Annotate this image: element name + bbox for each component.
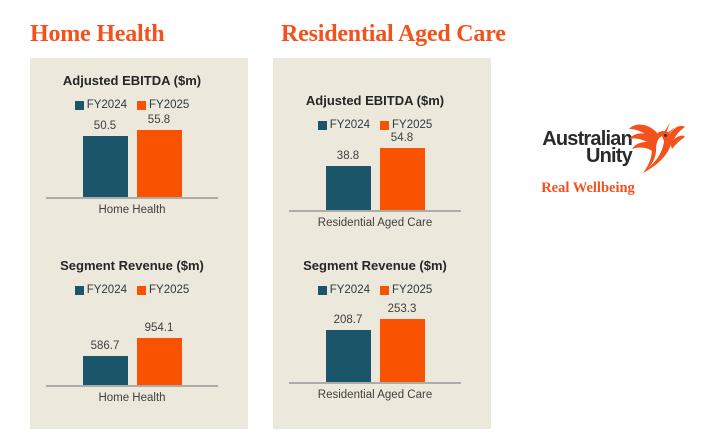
bar-group-fy2025: 54.8 <box>379 132 425 210</box>
chart-legend: FY2024 FY2025 <box>289 283 461 297</box>
logo-word-unity: Unity <box>585 144 633 167</box>
chart-legend: FY2024 FY2025 <box>46 283 218 297</box>
bar-fy2024 <box>325 166 371 210</box>
chart-legend: FY2024 FY2025 <box>289 118 461 132</box>
logo-tagline: Real Wellbeing <box>541 180 635 196</box>
bar-group-fy2025: 954.1 <box>136 322 182 385</box>
legend-item-fy2025: FY2025 <box>137 99 189 111</box>
chart-legend: FY2024 FY2025 <box>46 98 218 112</box>
legend-item-fy2025: FY2025 <box>137 284 189 296</box>
chart-residential-aged-care-revenue: Segment Revenue ($m) FY2024 FY2025 208.7… <box>289 258 461 401</box>
fy2025-swatch-icon <box>380 120 389 130</box>
chart-title: Adjusted EBITDA ($m) <box>305 93 445 108</box>
legend-label: FY2025 <box>392 284 433 296</box>
residential-aged-care-card: Adjusted EBITDA ($m) FY2024 FY2025 38.8 … <box>273 58 491 429</box>
legend-item-fy2024: FY2024 <box>317 119 370 131</box>
plot-area: 38.8 54.8 <box>289 132 461 210</box>
x-axis-category-label: Residential Aged Care <box>317 389 433 401</box>
chart-home-health-revenue: Segment Revenue ($m) FY2024 FY2025 586.7… <box>46 258 218 404</box>
x-axis-category-label: Home Health <box>98 204 166 216</box>
bar-value-label: 54.8 <box>390 132 414 144</box>
chart-home-health-ebitda: Adjusted EBITDA ($m) FY2024 FY2025 50.5 … <box>46 73 218 216</box>
bar-fy2024 <box>82 136 128 197</box>
bar-value-label: 55.8 <box>147 114 171 126</box>
legend-item-fy2024: FY2024 <box>74 284 127 296</box>
bar-fy2025 <box>379 148 425 210</box>
plot-area: 50.5 55.8 <box>46 112 218 197</box>
logo-text: Australian Unity <box>528 122 633 167</box>
bar-value-label: 38.8 <box>336 150 360 162</box>
x-axis-line <box>46 197 218 199</box>
bar-value-label: 253.3 <box>387 303 417 315</box>
fy2025-swatch-icon <box>137 100 146 110</box>
fy2024-swatch-icon <box>74 100 84 110</box>
logo-wordmark: Australian Unity <box>528 122 690 173</box>
legend-label: FY2025 <box>149 99 190 111</box>
plot-area: 586.7 954.1 <box>46 297 218 385</box>
bar-value-label: 208.7 <box>333 314 363 326</box>
bar-group-fy2024: 50.5 <box>82 120 128 197</box>
fy2025-swatch-icon <box>380 285 389 295</box>
bar-fy2024 <box>82 356 128 385</box>
bar-group-fy2024: 38.8 <box>325 150 371 210</box>
x-axis-category-label: Residential Aged Care <box>317 217 433 229</box>
bar-group-fy2025: 55.8 <box>136 114 182 197</box>
legend-item-fy2024: FY2024 <box>317 284 370 296</box>
fy2024-swatch-icon <box>317 120 327 130</box>
x-axis-line <box>289 382 461 384</box>
logo-word-australian: Australian <box>542 128 633 150</box>
bar-group-fy2025: 253.3 <box>379 303 425 382</box>
bar-group-fy2024: 208.7 <box>325 314 371 382</box>
legend-label: FY2024 <box>329 284 370 296</box>
section-title-home-health: Home Health <box>30 21 165 47</box>
bar-value-label: 954.1 <box>144 322 174 334</box>
chart-title: Segment Revenue ($m) <box>303 258 447 273</box>
fy2024-swatch-icon <box>317 285 327 295</box>
legend-label: FY2024 <box>86 284 127 296</box>
legend-item-fy2025: FY2025 <box>380 284 432 296</box>
legend-label: FY2024 <box>329 119 370 131</box>
section-title-residential-aged-care: Residential Aged Care <box>281 21 506 47</box>
australian-unity-logo: Australian Unity R <box>528 122 690 197</box>
x-axis-category-label: Home Health <box>98 392 166 404</box>
legend-label: FY2024 <box>86 99 127 111</box>
bar-value-label: 50.5 <box>93 120 117 132</box>
fy2025-swatch-icon <box>137 285 146 295</box>
chart-residential-aged-care-ebitda: Adjusted EBITDA ($m) FY2024 FY2025 38.8 … <box>289 93 461 229</box>
bar-fy2025 <box>136 130 182 197</box>
bar-value-label: 586.7 <box>90 340 120 352</box>
x-axis-line <box>289 210 461 212</box>
hummingbird-icon <box>629 123 685 173</box>
chart-title: Adjusted EBITDA ($m) <box>62 73 202 88</box>
legend-item-fy2024: FY2024 <box>74 99 127 111</box>
legend-label: FY2025 <box>149 284 190 296</box>
bar-fy2024 <box>325 330 371 382</box>
chart-title: Segment Revenue ($m) <box>60 258 204 273</box>
plot-area: 208.7 253.3 <box>289 297 461 382</box>
bar-fy2025 <box>136 338 182 385</box>
bar-group-fy2024: 586.7 <box>82 340 128 385</box>
x-axis-line <box>46 385 218 387</box>
legend-item-fy2025: FY2025 <box>380 119 432 131</box>
fy2024-swatch-icon <box>74 285 84 295</box>
bar-fy2025 <box>379 319 425 382</box>
legend-label: FY2025 <box>392 119 433 131</box>
home-health-card: Adjusted EBITDA ($m) FY2024 FY2025 50.5 … <box>30 58 248 429</box>
